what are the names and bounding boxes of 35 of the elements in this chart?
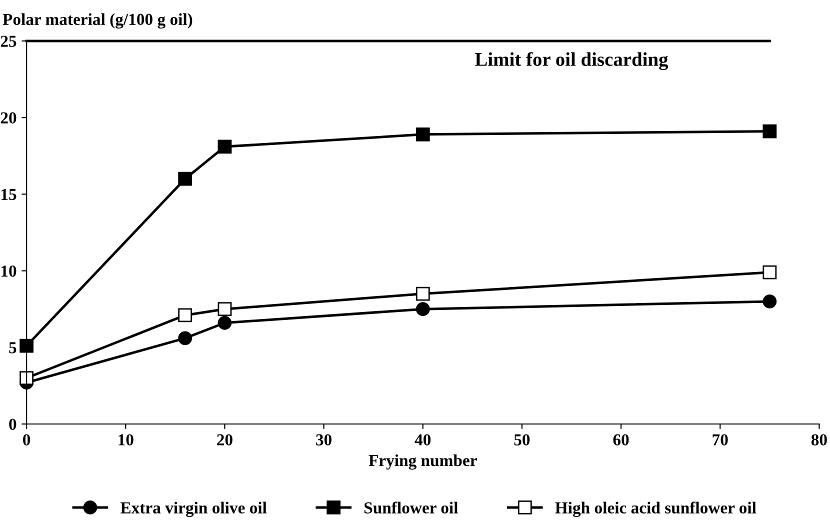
point (20, 338, 34, 353)
point (218, 302, 232, 316)
y-tick-label: 25 (0, 36, 16, 47)
legend-label: High oleic acid sunflower oil (555, 502, 756, 517)
x-tick-label: 10 (118, 434, 134, 446)
y-axis-title: Polar material (g/100 g oil) (2, 13, 192, 29)
y-tick-label: 10 (2, 265, 16, 277)
point (762, 124, 777, 138)
point (762, 265, 777, 280)
point (416, 127, 430, 142)
point (218, 316, 232, 330)
y-tick-label: 20 (0, 112, 16, 124)
x-tick-label: 70 (712, 434, 728, 446)
x-tick-label: 80 (811, 434, 827, 446)
y-tick-label: 15 (2, 188, 16, 200)
point (762, 294, 777, 308)
y-tick-label: 5 (9, 342, 16, 354)
point (178, 331, 192, 346)
x-tick-label: 20 (217, 434, 232, 446)
annotation: Limit for oil discarding (475, 52, 668, 70)
x-tick-label: 50 (514, 434, 530, 446)
point (416, 302, 430, 316)
point (20, 371, 34, 385)
legend-label: Sunflower oil (364, 502, 458, 514)
x-tick-label: 60 (613, 434, 629, 446)
x-tick-label: 30 (316, 434, 332, 446)
point (218, 140, 232, 154)
point (178, 308, 192, 322)
point (416, 286, 430, 301)
legend-label: Extra virgin olive oil (120, 502, 267, 517)
y-tick-label: 0 (9, 418, 16, 430)
x-tick-label: 40 (414, 434, 431, 446)
x-tick-label: 0 (23, 434, 30, 446)
point (178, 172, 192, 186)
x-axis-title: Frying number (368, 454, 477, 470)
